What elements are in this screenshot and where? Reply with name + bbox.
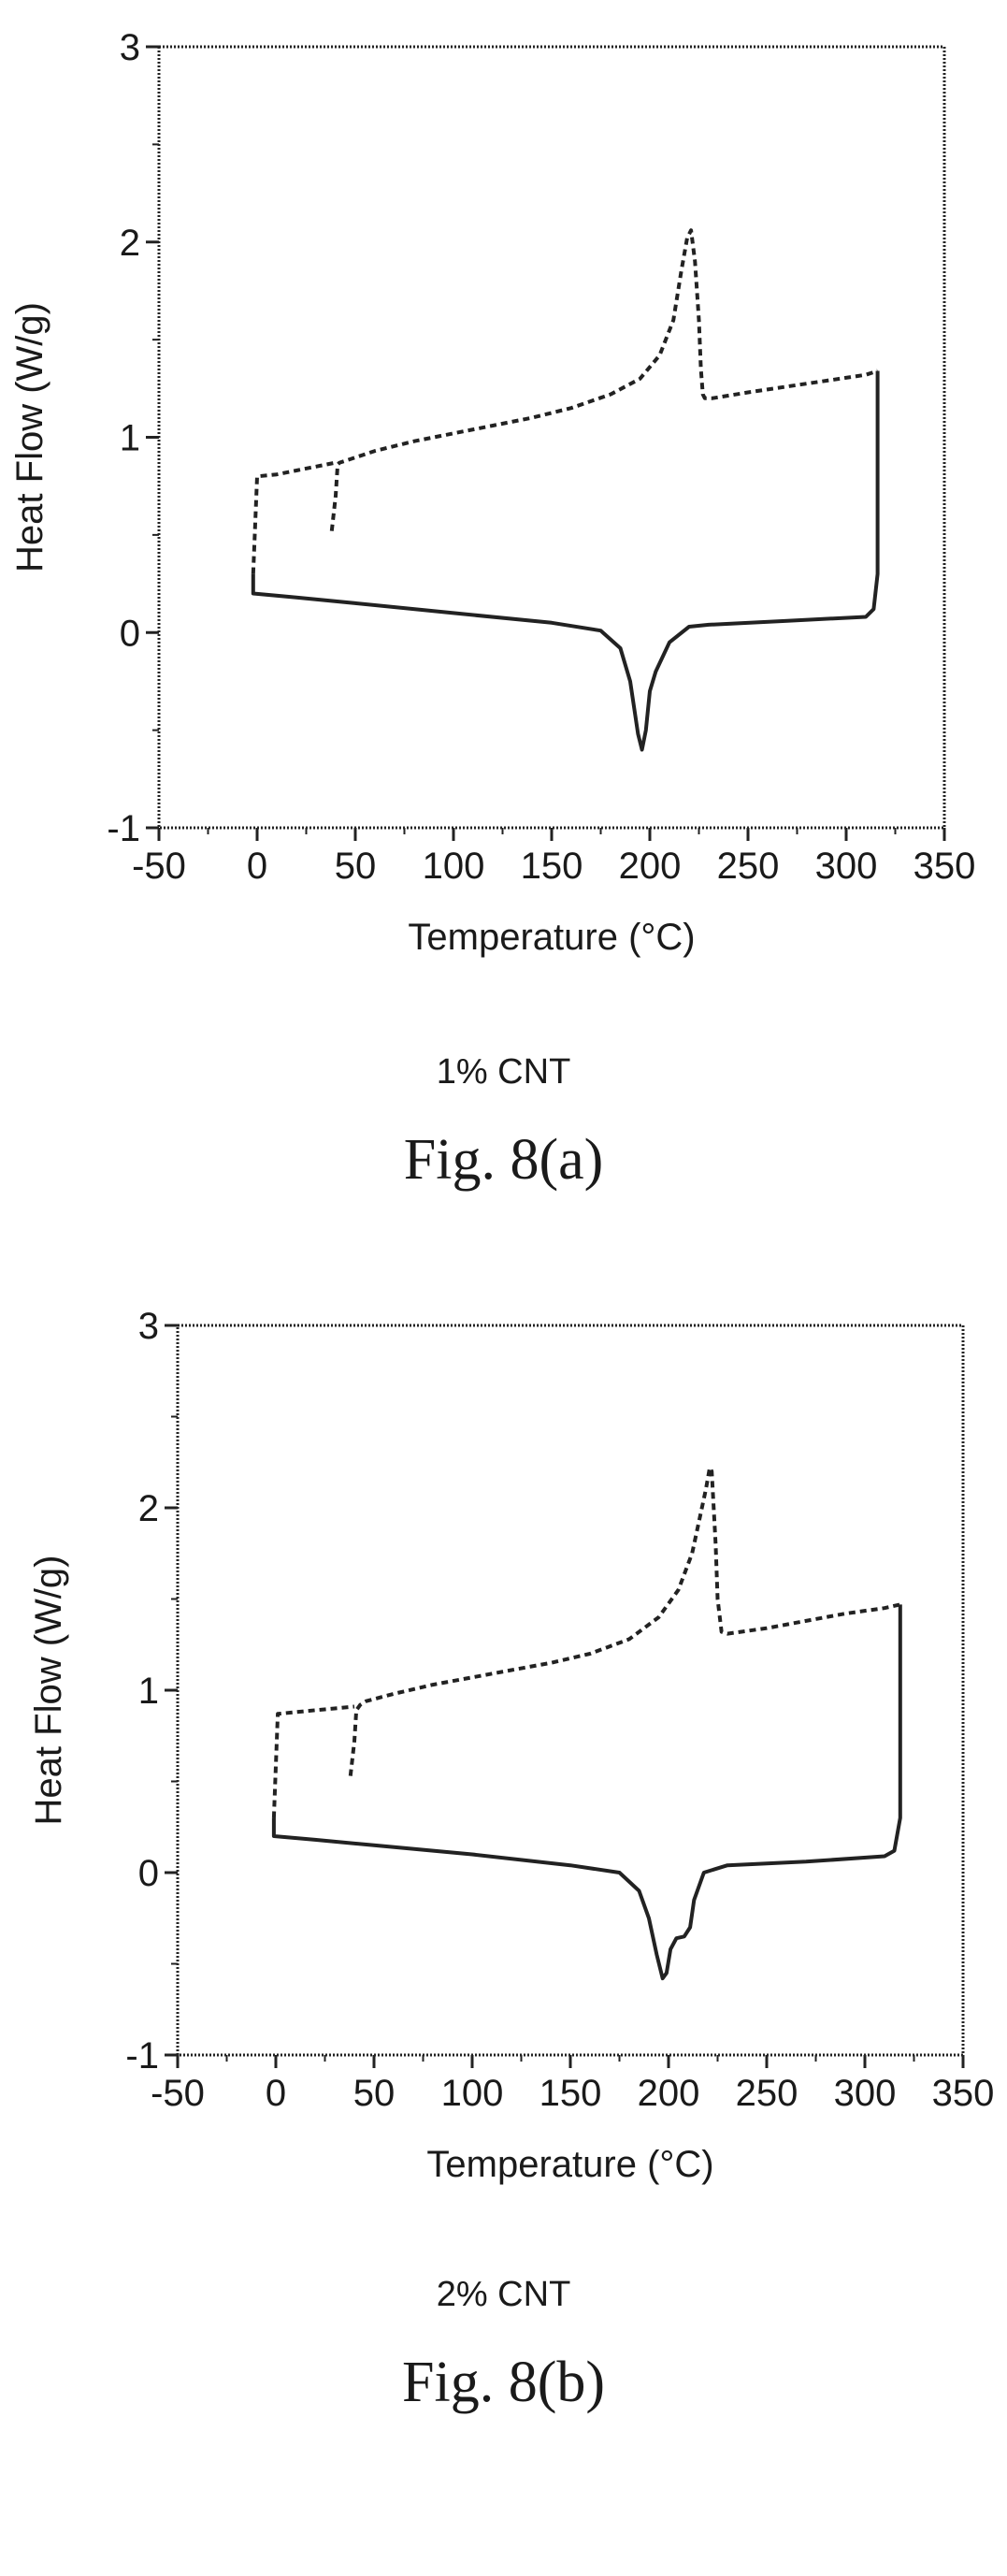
x-tick-label: 100 <box>441 2073 504 2114</box>
y-axis-title: Heat Flow (W/g) <box>28 1556 69 1826</box>
y-tick-label: 2 <box>138 1488 159 1529</box>
plot-frame <box>176 1324 965 2057</box>
chart-caption: 1% CNT <box>436 1052 571 1092</box>
x-tick-label: 0 <box>266 2073 286 2114</box>
y-tick-label: -1 <box>125 2035 159 2077</box>
y-axis-title: Heat Flow (W/g) <box>9 302 50 572</box>
y-tick-label: 1 <box>120 418 140 459</box>
figure-8a: -50 0 50 100 150 200 250 300 350 -1 0 1 2 3 Temperatur… <box>9 27 976 1192</box>
x-tick-label: 200 <box>619 846 682 887</box>
x-tick-label: 0 <box>247 846 267 887</box>
series-line-dashed <box>329 228 879 531</box>
y-tick-label: 3 <box>120 27 140 68</box>
dsc-chart-2pct: -50 0 50 100 150 200 250 300 350 -1 0 1 2 3 Temperatur… <box>28 1306 995 2185</box>
series-line-dashed <box>271 1704 355 1818</box>
series-line-dashed <box>251 460 337 574</box>
chart-caption: 2% CNT <box>436 2275 571 2314</box>
dsc-chart-1pct: -50 0 50 100 150 200 250 300 350 -1 0 1 2 3 Temperatur… <box>9 27 976 958</box>
x-tick-label: 300 <box>815 846 878 887</box>
x-tick-label: 250 <box>736 2073 798 2114</box>
y-tick-label: -1 <box>107 808 140 849</box>
x-tick-label: 300 <box>834 2073 897 2114</box>
x-tick-label: 50 <box>335 846 377 887</box>
x-tick-label: 200 <box>638 2073 700 2114</box>
x-tick-label: 150 <box>539 2073 602 2114</box>
x-tick-label: 100 <box>423 846 485 887</box>
figure-label: Fig. 8(a) <box>403 1128 604 1192</box>
x-tick-label: -50 <box>151 2073 205 2114</box>
x-tick-label: -50 <box>132 846 186 887</box>
figure-label: Fig. 8(b) <box>402 2351 605 2414</box>
y-tick-label: 3 <box>138 1306 159 1347</box>
x-tick-label: 350 <box>913 846 976 887</box>
x-tick-label: 150 <box>521 846 583 887</box>
x-tick-label: 50 <box>353 2073 396 2114</box>
series-line-dashed <box>348 1466 901 1776</box>
y-tick-label: 0 <box>138 1853 159 1894</box>
figure-8b: -50 0 50 100 150 200 250 300 350 -1 0 1 2 3 Temperatur… <box>0 1288 1007 2576</box>
x-axis-title: Temperature (°C) <box>426 2144 713 2185</box>
series-line-solid <box>271 1604 902 1981</box>
x-axis-title: Temperature (°C) <box>408 917 695 958</box>
plot-frame <box>157 45 946 830</box>
x-tick-label: 350 <box>932 2073 995 2114</box>
y-tick-label: 0 <box>120 613 140 654</box>
y-tick-label: 2 <box>120 223 140 264</box>
series-line-solid <box>251 370 880 752</box>
y-tick-label: 1 <box>138 1671 159 1712</box>
x-tick-label: 250 <box>717 846 780 887</box>
